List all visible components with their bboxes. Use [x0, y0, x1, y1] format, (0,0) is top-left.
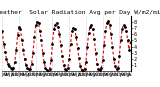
Title: Milwaukee Weather  Solar Radiation Avg per Day W/m2/minute: Milwaukee Weather Solar Radiation Avg pe… — [0, 10, 160, 15]
